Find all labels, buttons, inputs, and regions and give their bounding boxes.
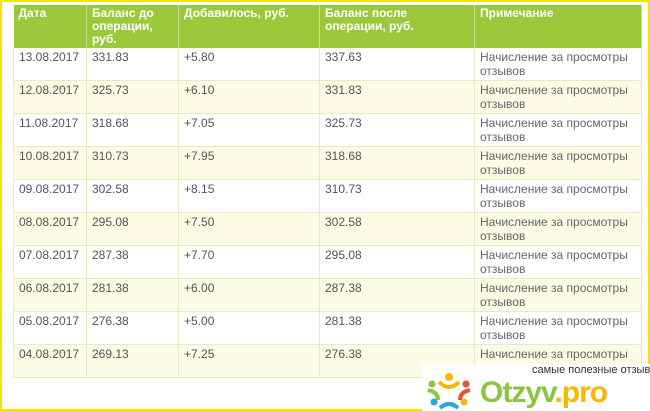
cell-added: +7.50 bbox=[178, 212, 320, 246]
cell-date: 10.08.2017 bbox=[13, 146, 87, 180]
cell-date: 13.08.2017 bbox=[13, 48, 87, 81]
cell-balance-after: 276.38 bbox=[319, 344, 475, 378]
cell-added: +7.70 bbox=[178, 245, 320, 279]
cell-balance-after: 302.58 bbox=[319, 212, 475, 246]
cell-balance-before: 325.73 bbox=[86, 80, 179, 114]
cell-note: Начисление за просмотры отзывов bbox=[474, 278, 642, 312]
logo-suffix: .pro bbox=[554, 376, 608, 409]
cell-balance-after: 318.68 bbox=[319, 146, 475, 180]
cell-date: 08.08.2017 bbox=[13, 212, 87, 246]
cell-balance-before: 281.38 bbox=[86, 278, 179, 312]
header-date: Дата bbox=[13, 5, 87, 48]
header-balance-before: Баланс до операции, руб. bbox=[86, 5, 179, 48]
cell-added: +6.10 bbox=[178, 80, 320, 114]
table-row: 12.08.2017 325.73 +6.10 331.83 Начисление за… bbox=[13, 80, 642, 114]
table-row: 10.08.2017 310.73 +7.95 318.68 Начисление за… bbox=[13, 146, 642, 180]
cell-date: 06.08.2017 bbox=[13, 278, 87, 312]
cell-date: 12.08.2017 bbox=[13, 80, 87, 114]
cell-note: Начисление за просмотры отзывов bbox=[474, 179, 642, 213]
cell-note: Начисление за просмотры отзывов bbox=[474, 113, 642, 147]
table-header-row: Дата Баланс до операции, руб. Добавилось… bbox=[13, 5, 642, 48]
watermark-tagline: самые полезные отзывы bbox=[532, 364, 650, 376]
cell-note: Начисление за просмотры отзывов bbox=[474, 80, 642, 114]
table-row: 07.08.2017 287.38 +7.70 295.08 Начисление за… bbox=[13, 245, 642, 279]
cell-note: Начисление за просмотры отзывов bbox=[474, 48, 642, 81]
table-row: 09.08.2017 302.58 +8.15 310.73 Начисление за… bbox=[13, 179, 642, 213]
cell-added: +6.00 bbox=[178, 278, 320, 312]
cell-added: +8.15 bbox=[178, 179, 320, 213]
cell-date: 11.08.2017 bbox=[13, 113, 87, 147]
cell-balance-after: 281.38 bbox=[319, 311, 475, 345]
cell-date: 07.08.2017 bbox=[13, 245, 87, 279]
cell-balance-before: 295.08 bbox=[86, 212, 179, 246]
header-balance-after: Баланс после операции, руб. bbox=[319, 5, 475, 48]
logo-main: Otzyv bbox=[480, 376, 555, 409]
cell-added: +5.00 bbox=[178, 311, 320, 345]
cell-balance-before: 302.58 bbox=[86, 179, 179, 213]
balance-table: Дата Баланс до операции, руб. Добавилось… bbox=[13, 5, 642, 378]
cell-note: Начисление за просмотры отзывов bbox=[474, 146, 642, 180]
table-row: 05.08.2017 276.38 +5.00 281.38 Начисление за… bbox=[13, 311, 642, 345]
cell-added: +7.25 bbox=[178, 344, 320, 378]
table-row: 08.08.2017 295.08 +7.50 302.58 Начисление за… bbox=[13, 212, 642, 246]
table-row: 06.08.2017 281.38 +6.00 287.38 Начисление за… bbox=[13, 278, 642, 312]
cell-balance-before: 318.68 bbox=[86, 113, 179, 147]
cell-note: Начисление за просмотры отзывов bbox=[474, 311, 642, 345]
cell-added: +7.95 bbox=[178, 146, 320, 180]
cell-note: Начисление за просмотры отзывов bbox=[474, 245, 642, 279]
cell-note: Начисление за просмотры отзывов bbox=[474, 212, 642, 246]
cell-date: 09.08.2017 bbox=[13, 179, 87, 213]
cell-balance-after: 295.08 bbox=[319, 245, 475, 279]
cell-balance-after: 331.83 bbox=[319, 80, 475, 114]
cell-balance-before: 287.38 bbox=[86, 245, 179, 279]
table-row: 11.08.2017 318.68 +7.05 325.73 Начисление за… bbox=[13, 113, 642, 147]
cell-balance-after: 337.63 bbox=[319, 48, 475, 81]
table-row: 13.08.2017 331.83 +5.80 337.63 Начисление за… bbox=[13, 48, 642, 81]
otzyv-logo-icon bbox=[427, 373, 471, 410]
cell-added: +5.80 bbox=[178, 48, 320, 81]
header-note: Примечание bbox=[474, 5, 642, 48]
table-row: 04.08.2017 269.13 +7.25 276.38 Начисление за… bbox=[13, 344, 642, 378]
cell-balance-after: 287.38 bbox=[319, 278, 475, 312]
balance-history: Дата Баланс до операции, руб. Добавилось… bbox=[13, 5, 642, 378]
watermark-logo-text: Otzyv.pro bbox=[480, 376, 608, 410]
cell-balance-before: 269.13 bbox=[86, 344, 179, 378]
cell-added: +7.05 bbox=[178, 113, 320, 147]
cell-balance-after: 325.73 bbox=[319, 113, 475, 147]
cell-date: 05.08.2017 bbox=[13, 311, 87, 345]
cell-balance-before: 331.83 bbox=[86, 48, 179, 81]
cell-balance-before: 276.38 bbox=[86, 311, 179, 345]
cell-balance-after: 310.73 bbox=[319, 179, 475, 213]
cell-balance-before: 310.73 bbox=[86, 146, 179, 180]
header-added: Добавилось, руб. bbox=[178, 5, 320, 48]
otzyv-watermark: самые полезные отзывы Otzyv.pro bbox=[422, 364, 650, 411]
cell-date: 04.08.2017 bbox=[13, 344, 87, 378]
